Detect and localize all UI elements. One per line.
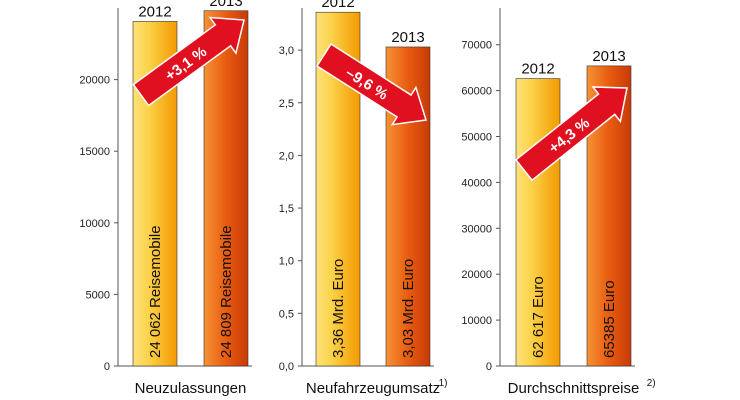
y-tick-label: 0	[104, 361, 110, 373]
x-axis-label: Neufahrzeugumsatz	[306, 380, 440, 397]
y-tick-label: 20000	[79, 75, 110, 87]
bar-2012	[515, 78, 561, 367]
bar-value-label: 62 617 Euro	[530, 276, 547, 358]
y-tick-label: 40000	[461, 177, 492, 189]
year-label: 2013	[592, 48, 625, 65]
y-tick-label: 0	[486, 361, 492, 373]
y-tick-label: 0,5	[279, 308, 294, 320]
arrow-shape	[315, 43, 427, 126]
footnote-marker: 2)	[647, 378, 656, 389]
y-tick-label: 2,0	[279, 150, 294, 162]
year-label: 2012	[521, 61, 554, 78]
arrow-shape	[132, 16, 245, 107]
y-tick-label: 60000	[461, 86, 492, 98]
y-tick-label: 10000	[79, 218, 110, 230]
y-tick-label: 70000	[461, 40, 492, 52]
year-label: 2012	[321, 0, 354, 11]
y-tick-label: 15000	[79, 146, 110, 158]
y-tick-label: 1,0	[279, 256, 294, 268]
year-label: 2013	[209, 0, 242, 10]
year-label: 2013	[391, 29, 424, 46]
y-tick-label: 1,5	[279, 203, 294, 215]
bar-value-label: 24 809 Reisemobile	[218, 225, 235, 358]
chart-panel-1: 0 5000 10000 15000 20000 2012 24 062 Reisemobi…	[79, 0, 252, 397]
chart-panel-2: 0,0 0,5 1,0 1,5 2,0 2,5 3,0 2012 3,36 Mrd. Euro 2…	[279, 0, 448, 397]
y-tick-label: 3,0	[279, 45, 294, 57]
chart-panel-3: 0 10000 20000 30000 40000 50000 60000 70000 2012…	[461, 8, 656, 397]
x-axis-label: Durchschnittspreise	[508, 380, 640, 397]
bar-value-label: 3,03 Mrd. Euro	[400, 259, 417, 358]
y-tick-label: 30000	[461, 223, 492, 235]
bar-value-label: 65385 Euro	[601, 280, 618, 358]
arrow-shape	[514, 86, 628, 182]
y-tick-label: 0,0	[279, 361, 294, 373]
y-tick-label: 20000	[461, 269, 492, 281]
y-tick-label: 50000	[461, 132, 492, 144]
y-tick-label: 10000	[461, 315, 492, 327]
y-tick-label: 2,5	[279, 98, 294, 110]
year-label: 2012	[138, 3, 171, 20]
bar-value-label: 24 062 Reisemobile	[147, 225, 164, 358]
footnote-marker: 1)	[439, 378, 448, 389]
x-axis-label: Neuzulassungen	[135, 380, 247, 397]
bar-2013	[203, 10, 249, 367]
bar-value-label: 3,36 Mrd. Euro	[330, 259, 347, 358]
y-tick-label: 5000	[86, 289, 110, 301]
